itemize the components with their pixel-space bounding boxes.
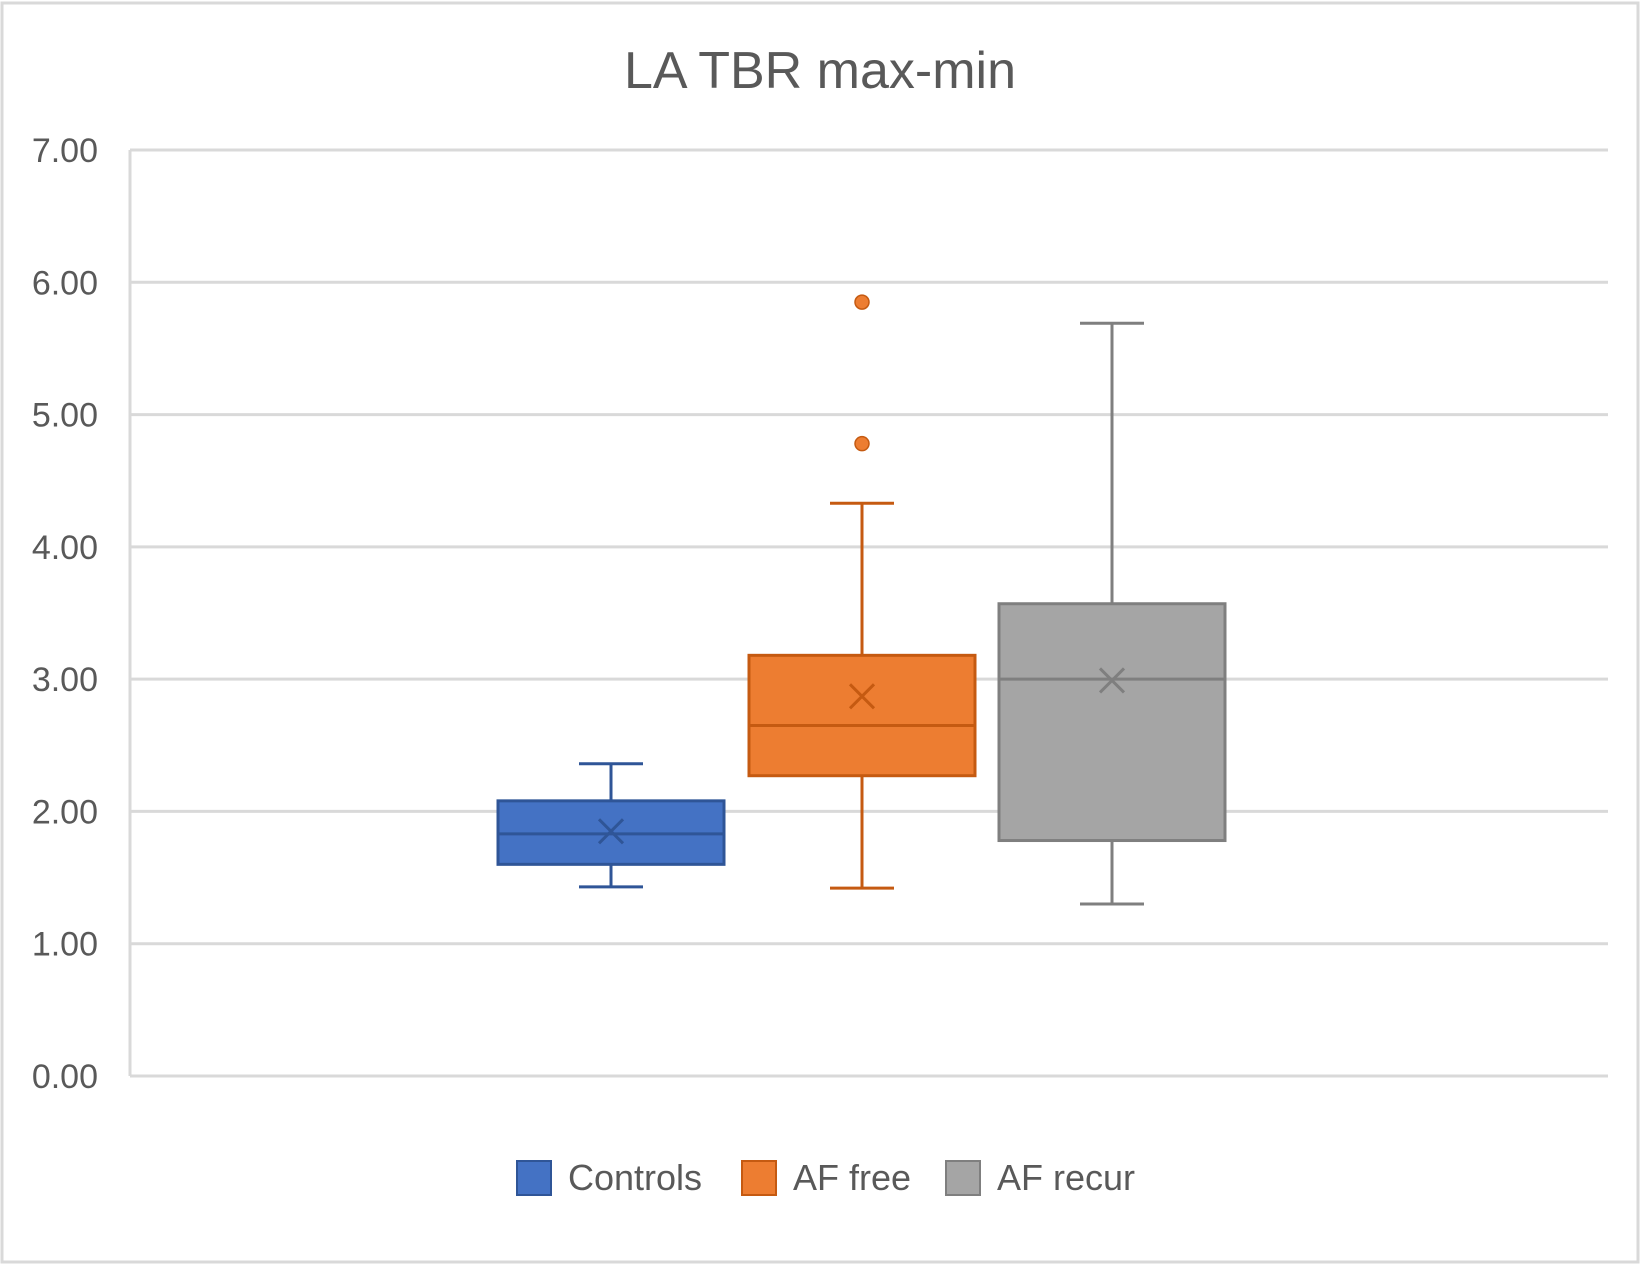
y-tick-label: 5.00 (32, 397, 98, 435)
box-group (747, 294, 977, 890)
box-group (496, 762, 726, 889)
y-tick-label: 1.00 (32, 926, 98, 964)
y-tick-label: 4.00 (32, 529, 98, 567)
mean-marker (597, 818, 625, 845)
y-tick-label: 6.00 (32, 264, 98, 302)
legend-item: AF free (741, 1157, 911, 1198)
legend-swatch (945, 1160, 981, 1196)
mean-marker (848, 683, 876, 710)
legend-swatch (741, 1160, 777, 1196)
gridlines (130, 148, 1608, 1078)
legend-item: AF recur (945, 1157, 1135, 1198)
chart-title: LA TBR max-min (624, 42, 1016, 100)
y-tick-label: 7.00 (32, 132, 98, 170)
y-axis: 0.00 1.00 2.00 3.00 4.00 5.00 6.00 7.00 (32, 132, 132, 1096)
mean-marker (1098, 667, 1126, 694)
box-iqr (747, 653, 977, 778)
legend-label: Controls (568, 1157, 702, 1198)
y-tick-label: 2.00 (32, 793, 98, 831)
y-tick-label: 3.00 (32, 661, 98, 699)
outlier-point (854, 435, 870, 452)
y-tick-label: 0.00 (32, 1058, 98, 1096)
legend-item: Controls (516, 1157, 702, 1198)
legend-label: AF free (793, 1157, 911, 1198)
legend: Controls AF free AF recur (516, 1157, 1135, 1198)
box-group (997, 321, 1227, 906)
legend-label: AF recur (997, 1157, 1135, 1198)
legend-swatch (516, 1160, 552, 1196)
box-series (496, 294, 1227, 906)
outlier-point (854, 294, 870, 310)
box-iqr (997, 602, 1227, 843)
